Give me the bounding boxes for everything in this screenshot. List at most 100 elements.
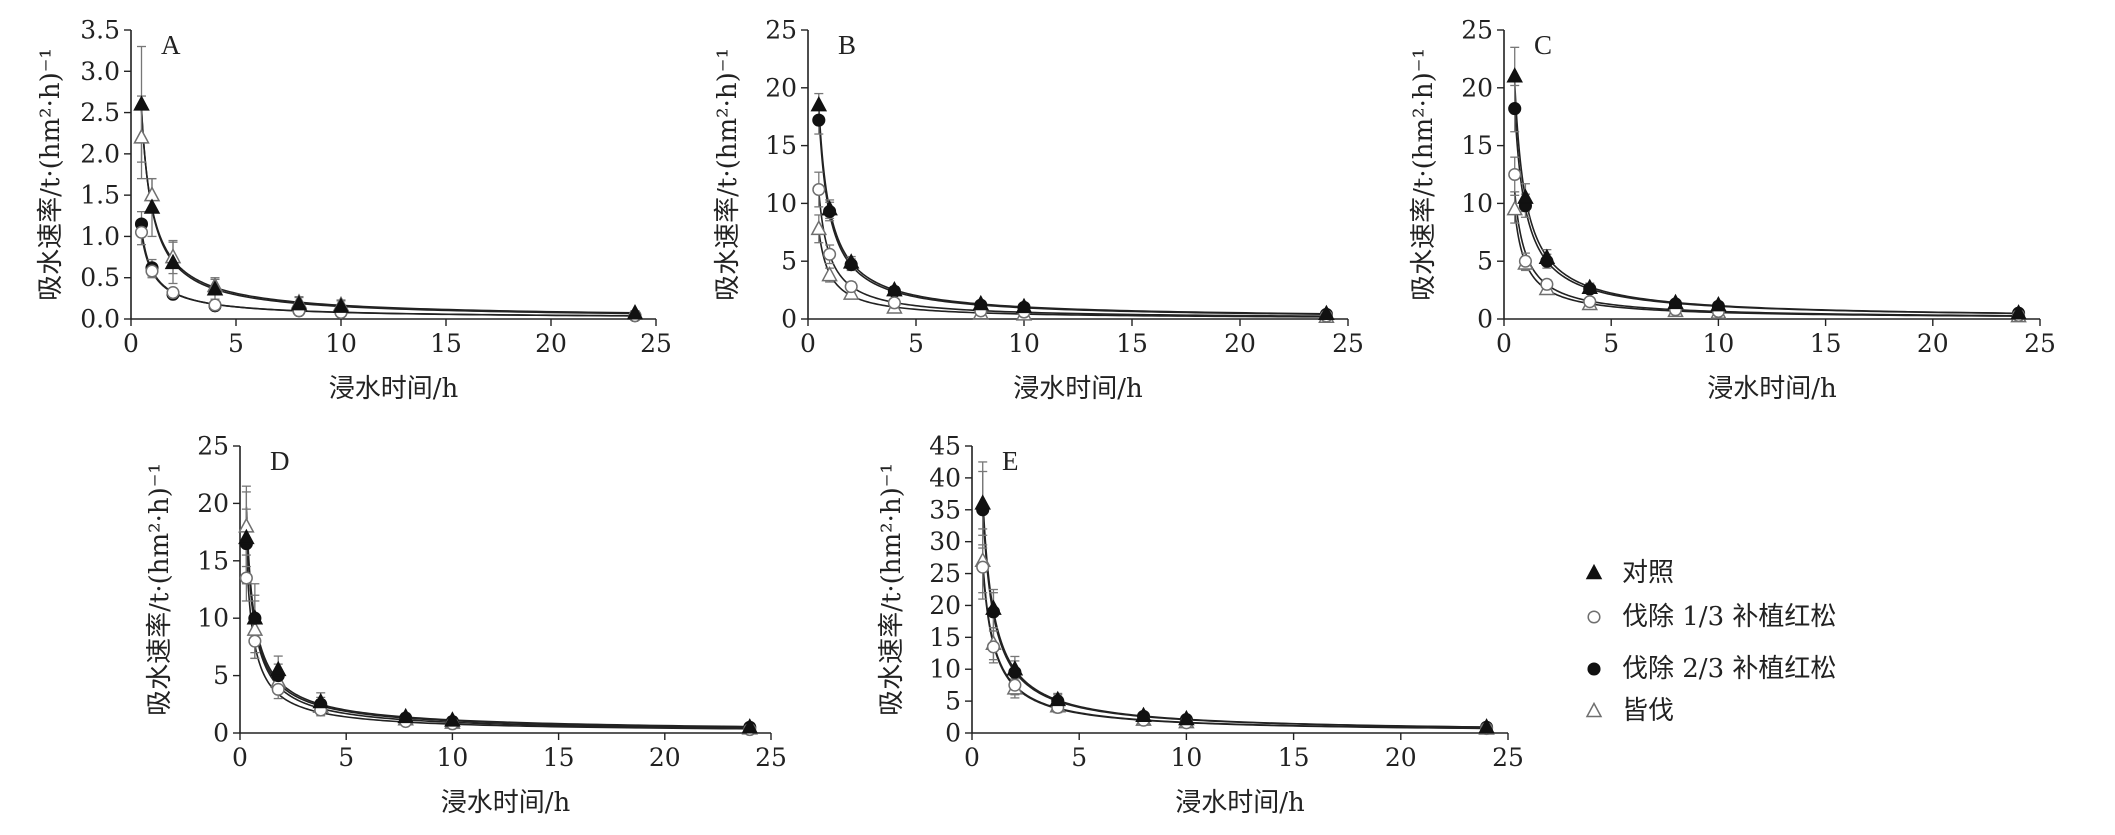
data-point-filled-triangle — [1667, 293, 1684, 310]
x-tick-label: 15 — [1810, 329, 1842, 358]
y-tick-label: 10 — [1461, 189, 1493, 218]
x-tick-label: 10 — [325, 329, 357, 358]
data-point-filled-triangle — [143, 198, 161, 214]
data-point-filled-triangle — [397, 707, 414, 724]
x-tick-label: 25 — [1332, 329, 1364, 358]
y-tick-label: 25 — [929, 559, 961, 588]
data-point-filled-triangle — [444, 711, 461, 727]
data-point-filled-triangle — [886, 281, 903, 297]
data-points — [974, 494, 1495, 736]
x-tick-label: 15 — [430, 329, 462, 358]
open-circle-icon — [1587, 610, 1601, 624]
data-point-filled-triangle — [1049, 690, 1067, 707]
y-tick-label: 1.5 — [80, 181, 120, 210]
y-tick-label: 5 — [1477, 247, 1493, 276]
y-axis-title: 吸水速率/t·(hm²·h)⁻¹ — [145, 463, 175, 716]
y-tick-label: 15 — [765, 131, 797, 160]
data-point-filled-triangle — [269, 660, 287, 677]
legend-label: 伐除 2/3 补植红松 — [1622, 654, 1836, 684]
data-point-filled-circle — [1508, 102, 1522, 116]
y-tick-label: 2.5 — [80, 98, 120, 127]
x-tick-label: 15 — [1278, 743, 1310, 772]
panel-label: E — [1002, 446, 1019, 476]
y-tick-label: 0.0 — [80, 305, 120, 334]
y-tick-label: 20 — [929, 591, 961, 620]
y-tick-label: 5 — [213, 661, 229, 690]
y-tick-label: 0 — [1477, 305, 1493, 334]
data-point-open-circle — [239, 571, 253, 585]
x-tick-label: 10 — [1008, 329, 1040, 358]
data-point-filled-circle — [812, 113, 826, 127]
data-point-filled-triangle — [1710, 296, 1727, 312]
x-tick-label: 0 — [964, 743, 980, 772]
y-tick-label: 40 — [929, 463, 961, 492]
data-point-filled-triangle — [1581, 278, 1599, 295]
data-point-filled-triangle — [133, 95, 150, 111]
data-point-filled-triangle — [1517, 188, 1534, 204]
y-tick-label: 5 — [781, 247, 797, 276]
data-point-filled-triangle — [810, 96, 828, 112]
y-tick-label: 25 — [1461, 16, 1493, 45]
data-point-open-circle — [1518, 254, 1532, 268]
y-tick-label: 10 — [765, 189, 797, 218]
x-tick-label: 25 — [1492, 743, 1524, 772]
chart-panel-c: 0 5 10 15 20 25 0 5 10 15 20 25 浸水时间/h 吸水速率/t·(hm²·h)… — [1409, 16, 2056, 405]
data-point-filled-triangle — [1506, 67, 1523, 83]
data-point-filled-triangle — [164, 253, 182, 270]
data-point-open-circle — [1540, 277, 1554, 291]
fit-curve-series-2 — [1513, 191, 2019, 317]
y-tick-label: 35 — [929, 495, 961, 524]
chart-panel-b: 0 5 10 15 20 25 0 5 10 15 20 25 浸水时间/h 吸水速率/t·(hm²·h)… — [713, 16, 1364, 405]
y-axis-title: 吸水速率/t·(hm²·h)⁻¹ — [1409, 48, 1439, 301]
data-point-filled-triangle — [1006, 660, 1024, 676]
panel-label: C — [1534, 30, 1552, 60]
data-point-filled-triangle — [238, 528, 255, 545]
legend-entry: 伐除 1/3 补植红松 — [1587, 602, 1836, 632]
x-tick-label: 0 — [1496, 329, 1512, 358]
x-tick-label: 25 — [2024, 329, 2056, 358]
data-point-filled-triangle — [1015, 297, 1033, 314]
y-axis-title: 吸水速率/t·(hm²·h)⁻¹ — [877, 463, 907, 716]
panel-label: A — [161, 30, 181, 60]
x-tick-label: 0 — [232, 743, 248, 772]
x-tick-label: 5 — [338, 743, 354, 772]
x-tick-label: 5 — [1603, 329, 1619, 358]
data-point-open-circle — [812, 182, 826, 197]
data-point-filled-triangle — [290, 295, 308, 311]
x-tick-label: 25 — [755, 743, 787, 772]
data-point-open-circle — [823, 247, 837, 261]
x-axis-title: 浸水时间/h — [1707, 374, 1837, 404]
y-tick-label: 0 — [213, 719, 229, 748]
data-point-filled-triangle — [821, 200, 838, 216]
y-tick-label: 10 — [929, 655, 961, 684]
y-tick-label: 15 — [197, 546, 229, 575]
x-tick-label: 10 — [436, 743, 468, 772]
x-axis-title: 浸水时间/h — [1175, 788, 1305, 818]
y-axis-title: 吸水速率/t·(hm²·h)⁻¹ — [36, 48, 66, 301]
y-tick-label: 15 — [929, 623, 961, 652]
data-point-open-circle — [887, 296, 901, 310]
legend-entry: 皆伐 — [1585, 696, 1674, 726]
filled-circle-icon — [1587, 662, 1601, 676]
x-tick-label: 5 — [1071, 743, 1087, 772]
data-point-filled-triangle — [972, 294, 990, 311]
chart-panel-d: 0 5 10 15 20 25 0 5 10 15 20 25 浸水时间/h 吸水速率/t·(hm²·h)… — [145, 432, 787, 819]
data-point-filled-triangle — [332, 297, 350, 313]
data-point-open-triangle — [821, 265, 838, 282]
y-tick-label: 45 — [929, 432, 961, 461]
x-tick-label: 0 — [800, 329, 816, 358]
data-point-filled-triangle — [1478, 718, 1495, 734]
y-tick-label: 20 — [197, 489, 229, 518]
data-point-open-circle — [1008, 678, 1022, 692]
x-tick-label: 20 — [649, 743, 681, 772]
data-point-filled-triangle — [246, 609, 264, 625]
x-tick-label: 5 — [908, 329, 924, 358]
y-tick-label: 10 — [197, 604, 229, 633]
x-tick-label: 20 — [1385, 743, 1417, 772]
chart-panels: 0.00.51.01.52.02.53.03.50 5 10 15 20 25浸水时间/h… — [36, 16, 2056, 819]
x-tick-label: 20 — [1917, 329, 1949, 358]
x-tick-label: 20 — [1224, 329, 1256, 358]
y-tick-label: 20 — [1461, 73, 1493, 102]
